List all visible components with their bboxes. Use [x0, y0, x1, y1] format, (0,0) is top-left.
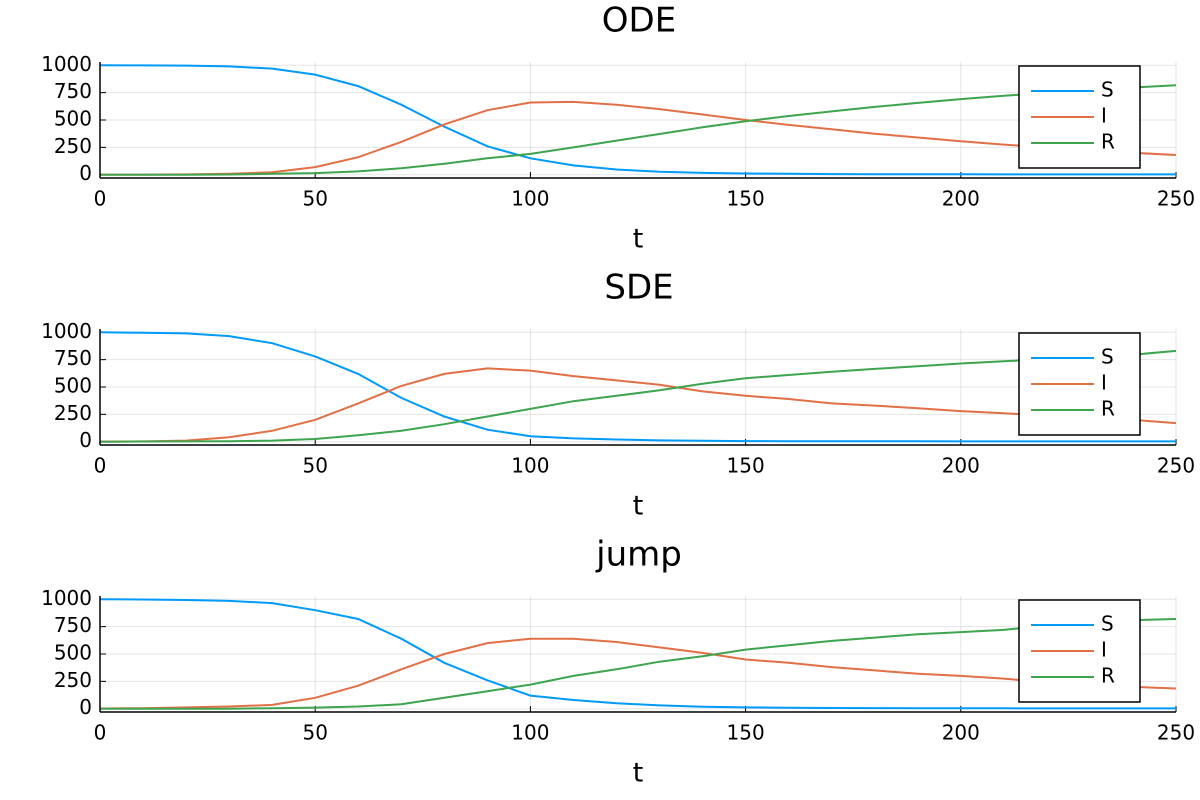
- x-tick-label: 50: [302, 721, 327, 745]
- x-axis-label: t: [633, 491, 644, 522]
- series-line: [99, 367, 1177, 443]
- y-tick-label: 500: [54, 641, 92, 665]
- legend-label: R: [1101, 397, 1115, 421]
- series-line: [99, 331, 1176, 443]
- legend-label: I: [1101, 371, 1107, 395]
- x-tick-label: 150: [727, 721, 765, 745]
- series-line: [99, 598, 1176, 710]
- x-tick-label: 150: [727, 454, 765, 478]
- y-tick-label: 250: [54, 668, 92, 692]
- y-tick-label: 750: [54, 346, 92, 370]
- y-tick-label: 0: [79, 161, 92, 185]
- chart-title: jump: [595, 535, 682, 575]
- chart-title: ODE: [602, 1, 676, 41]
- series-line: [100, 618, 1177, 710]
- x-tick-label: 250: [1157, 187, 1195, 211]
- series-line: [99, 349, 1177, 443]
- x-tick-label: 250: [1157, 454, 1195, 478]
- legend-label: S: [1101, 345, 1114, 369]
- x-tick-label: 100: [511, 721, 549, 745]
- x-axis-label: t: [633, 224, 644, 255]
- legend-label: I: [1101, 104, 1107, 128]
- x-tick-label: 0: [94, 721, 107, 745]
- x-tick-label: 100: [511, 187, 549, 211]
- y-tick-label: 250: [54, 401, 92, 425]
- y-tick-label: 0: [79, 428, 92, 452]
- y-tick-label: 750: [54, 613, 92, 637]
- x-tick-label: 200: [942, 454, 980, 478]
- x-tick-label: 0: [94, 454, 107, 478]
- series-line: [100, 84, 1177, 176]
- x-tick-label: 100: [511, 454, 549, 478]
- series-line: [100, 100, 1177, 176]
- x-tick-label: 50: [302, 454, 327, 478]
- y-tick-label: 500: [54, 107, 92, 131]
- y-tick-label: 500: [54, 374, 92, 398]
- x-tick-label: 150: [727, 187, 765, 211]
- x-tick-label: 200: [942, 187, 980, 211]
- legend-label: S: [1101, 78, 1114, 102]
- chart-title: SDE: [604, 268, 673, 308]
- x-tick-label: 0: [94, 187, 107, 211]
- y-tick-label: 1000: [41, 319, 92, 343]
- series-line: [99, 637, 1177, 710]
- legend-label: R: [1101, 664, 1115, 688]
- legend-label: I: [1101, 638, 1107, 662]
- y-tick-label: 1000: [41, 52, 92, 76]
- x-tick-label: 200: [942, 721, 980, 745]
- y-tick-label: 250: [54, 134, 92, 158]
- x-tick-label: 50: [302, 187, 327, 211]
- x-axis-label: t: [633, 758, 644, 789]
- series-line: [99, 64, 1176, 176]
- legend-label: R: [1101, 130, 1115, 154]
- y-tick-label: 1000: [41, 586, 92, 610]
- x-tick-label: 250: [1157, 721, 1195, 745]
- y-tick-label: 0: [79, 695, 92, 719]
- legend-label: S: [1101, 612, 1114, 636]
- y-tick-label: 750: [54, 79, 92, 103]
